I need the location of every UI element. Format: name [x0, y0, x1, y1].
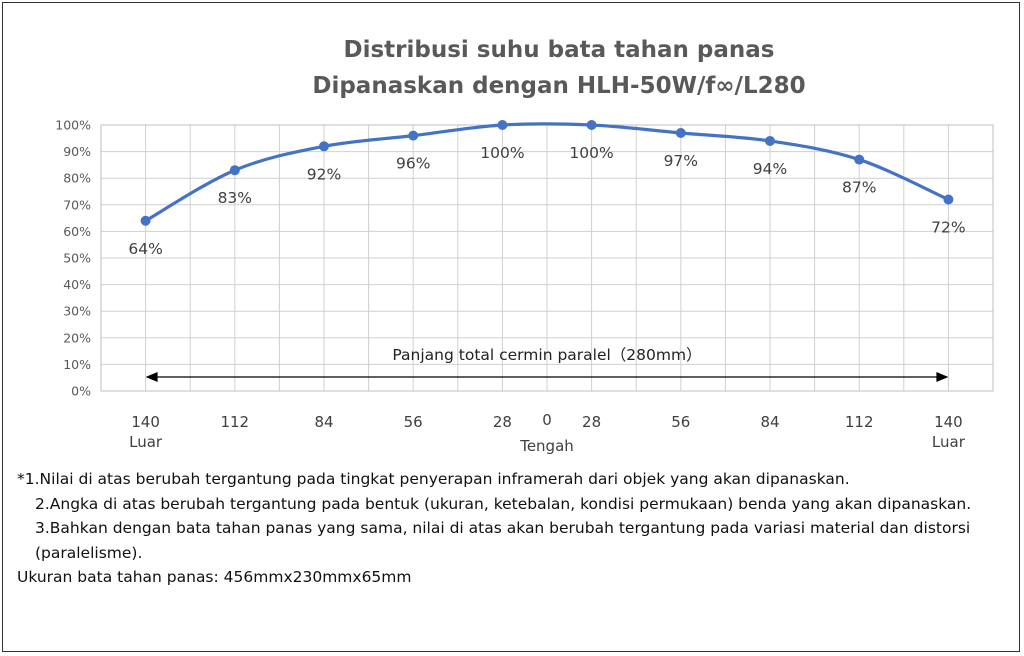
x-sublabel-right: Luar [932, 433, 966, 451]
footnote-2: 2.Angka di atas berubah tergantung pada … [35, 494, 972, 513]
footnotes: *1.Nilai di atas berubah tergantung pada… [17, 467, 1007, 590]
y-tick-label: 40% [63, 277, 91, 292]
y-tick-label: 90% [63, 144, 91, 159]
span-annotation-label: Panjang total cermin paralel（280mm） [392, 346, 701, 364]
footnote-3: 3.Bahkan dengan bata tahan panas yang sa… [35, 519, 971, 562]
x-tick-label-center: 0 [542, 411, 552, 429]
x-tick-label: 56 [671, 413, 690, 431]
y-tick-label: 80% [63, 171, 91, 186]
data-label: 72% [931, 218, 965, 236]
y-tick-label: 20% [63, 330, 91, 345]
axes: 0% 10% 20% 30% 40% 50% 60% 70% 80% 90% 100% 140 112 8… [55, 118, 994, 455]
x-sublabel-center: Tengah [519, 437, 574, 455]
data-point [497, 120, 508, 130]
labels: 64% 83% 92% 96% 100% 100% 97% 94% 87% 72% [128, 144, 965, 258]
data-label: 83% [218, 189, 252, 207]
data-label: 87% [842, 179, 876, 197]
data-point [586, 120, 597, 130]
x-sublabel-left: Luar [129, 433, 163, 451]
series [140, 120, 954, 226]
data-label: 100% [480, 144, 524, 162]
data-label: 100% [569, 144, 613, 162]
data-label: 64% [128, 240, 162, 258]
span-arrow-head-left [145, 372, 158, 382]
data-label: 96% [396, 155, 430, 173]
x-tick-label: 28 [582, 413, 601, 431]
y-tick-label: 0% [71, 384, 91, 399]
data-label: 94% [753, 160, 787, 178]
series-line [144, 122, 950, 223]
x-tick-label: 84 [314, 413, 333, 431]
chart-title-line-2: Dipanaskan dengan HLH-50W/f∞/L280 [312, 73, 805, 99]
chart-title-line-1: Distribusi suhu bata tahan panas [344, 37, 775, 63]
data-point [319, 141, 329, 152]
x-tick-label: 28 [493, 413, 512, 431]
line-chart: Distribusi suhu bata tahan panas Dipanas… [55, 37, 994, 455]
data-label: 92% [307, 165, 341, 183]
data-label: 97% [664, 152, 698, 170]
span-arrow-head-right [936, 372, 949, 382]
data-point [765, 135, 775, 146]
brick-size-note: Ukuran bata tahan panas: 456mmx230mmx65m… [17, 568, 412, 586]
x-tick-label: 140 [934, 413, 963, 431]
data-point [675, 127, 686, 138]
x-tick-label: 112 [220, 413, 249, 431]
x-tick-label: 112 [845, 413, 874, 431]
data-point [140, 215, 151, 226]
x-tick-label: 140 [131, 413, 160, 431]
footnote-1: *1.Nilai di atas berubah tergantung pada… [17, 470, 850, 488]
x-tick-label: 84 [760, 413, 779, 431]
x-tick-label: 56 [404, 413, 423, 431]
y-tick-label: 30% [63, 304, 91, 319]
y-tick-label: 60% [63, 224, 91, 239]
y-tick-label: 70% [63, 197, 91, 212]
data-point [854, 154, 865, 165]
y-tick-label: 10% [63, 357, 91, 372]
data-point [943, 194, 954, 205]
data-point [229, 165, 240, 176]
y-tick-label: 50% [63, 251, 91, 266]
data-point [408, 130, 419, 141]
y-tick-label: 100% [55, 118, 91, 133]
span-annotation: Panjang total cermin paralel（280mm） [145, 346, 949, 382]
